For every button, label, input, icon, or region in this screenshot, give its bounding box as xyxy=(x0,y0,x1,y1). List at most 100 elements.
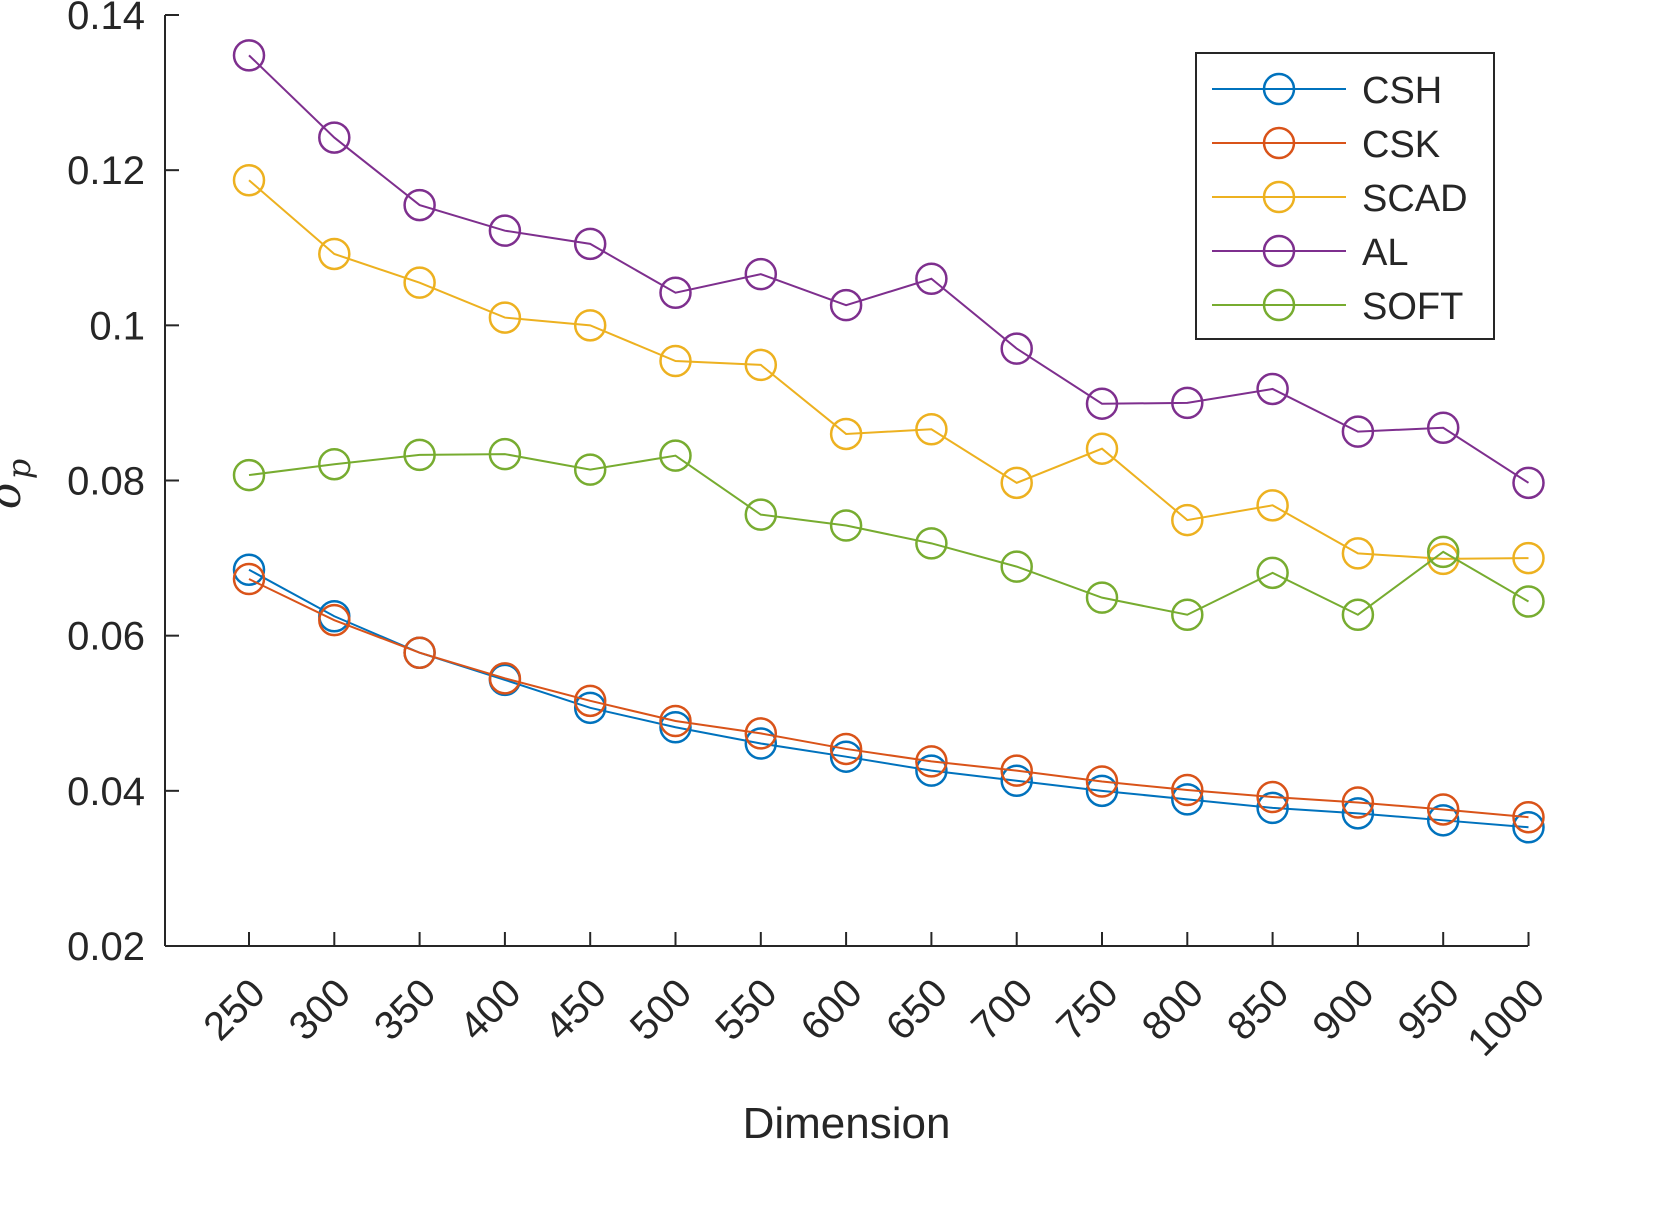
series-csk-point xyxy=(232,562,266,596)
series-soft-point xyxy=(915,527,948,560)
series-al-point xyxy=(573,227,607,261)
series-csk-point xyxy=(403,636,436,669)
x-tick-label: 900 xyxy=(1304,971,1382,1049)
y-axis-title: σp xyxy=(0,459,38,510)
series-soft-point xyxy=(403,438,436,472)
series-al-point xyxy=(1000,332,1033,365)
series-csh xyxy=(232,553,1545,844)
series-csh-point xyxy=(1171,783,1204,816)
series-soft-point xyxy=(744,498,778,531)
x-tick-label: 550 xyxy=(707,971,785,1049)
x-tick-label: 400 xyxy=(451,971,529,1049)
series-csk-point xyxy=(915,745,948,778)
series-soft xyxy=(232,437,1545,631)
x-tick-label: 800 xyxy=(1134,971,1212,1049)
series-scad-point xyxy=(232,164,266,197)
series-csk-point xyxy=(744,717,778,750)
legend-item-scad: SCAD xyxy=(1212,178,1468,220)
y-ticks: 0.02 0.04 0.06 0.08 0.1 0.12 0.14 xyxy=(67,0,179,969)
series-csk-point xyxy=(488,662,522,695)
series-csk-point xyxy=(1426,793,1460,826)
series-al-point xyxy=(1512,466,1545,500)
series-soft-point xyxy=(1256,556,1289,590)
series-al-point xyxy=(659,276,692,309)
series-csk-point xyxy=(318,603,351,637)
legend: CSH CSK SCAD AL SOFT xyxy=(1195,52,1495,340)
x-tick-label: 700 xyxy=(963,971,1041,1049)
legend-marker-al xyxy=(1262,234,1296,268)
series-csh-point xyxy=(1256,791,1289,825)
series-al-point xyxy=(488,214,522,247)
series-scad-point xyxy=(1426,542,1460,576)
series-scad-line xyxy=(248,179,1529,560)
y-tick-label: 0.04 xyxy=(67,770,145,814)
series-csh-point xyxy=(1512,811,1545,844)
series-scad-point xyxy=(1000,466,1033,500)
series-csh-point xyxy=(915,754,948,787)
series-al-point xyxy=(1256,372,1289,406)
series-soft-point xyxy=(488,437,522,471)
series-csk-line xyxy=(248,578,1529,819)
series-soft-point xyxy=(829,509,863,542)
series-csh-point xyxy=(744,727,778,760)
legend-label-csh: CSH xyxy=(1362,70,1442,112)
legend-marker-scad xyxy=(1262,180,1296,214)
series-csk-point xyxy=(659,704,692,738)
series-soft-point xyxy=(318,447,351,481)
series-scad-point xyxy=(403,266,436,299)
series-csh-point xyxy=(1000,764,1033,797)
legend-label-al: AL xyxy=(1362,232,1408,274)
legend-label-csk: CSK xyxy=(1362,124,1440,166)
series-scad-point xyxy=(1171,503,1204,537)
series-scad-point xyxy=(318,237,351,271)
series-scad-point xyxy=(1256,489,1289,522)
series-csh-point xyxy=(1426,804,1460,837)
series-layer xyxy=(232,39,1545,844)
series-al-point xyxy=(1341,415,1375,448)
series-csh-line xyxy=(248,568,1529,829)
series-al-point xyxy=(1085,387,1119,420)
series-scad-point xyxy=(659,344,692,378)
series-al-point xyxy=(1426,411,1460,444)
y-tick-label: 0.02 xyxy=(67,925,145,969)
legend-item-csk: CSK xyxy=(1212,124,1440,166)
series-csh-point xyxy=(829,740,863,773)
series-csk-point xyxy=(573,684,607,718)
series-csk-point xyxy=(1000,754,1033,787)
series-scad-point xyxy=(488,301,522,334)
series-scad-point xyxy=(744,348,778,382)
series-scad-point xyxy=(1512,541,1545,575)
series-soft-line xyxy=(248,453,1530,616)
series-csk-point xyxy=(1171,773,1204,807)
y-tick-label: 0.12 xyxy=(67,149,145,193)
series-al-point xyxy=(403,188,436,222)
series-scad-point xyxy=(1085,432,1119,465)
y-tick-label: 0.1 xyxy=(89,304,145,348)
series-soft-point xyxy=(1426,535,1460,569)
x-axis-title: Dimension xyxy=(743,1099,951,1148)
legend-item-csh: CSH xyxy=(1212,70,1442,112)
series-scad-point xyxy=(915,413,948,446)
x-tick-label: 250 xyxy=(195,971,273,1049)
series-soft-point xyxy=(1171,598,1204,631)
series-csh-point xyxy=(573,691,607,725)
series-al xyxy=(232,39,1545,500)
series-al-point xyxy=(232,39,266,72)
series-scad-point xyxy=(1341,537,1375,570)
series-al-point xyxy=(915,262,948,296)
series-csk-point xyxy=(1085,765,1119,798)
series-csk-point xyxy=(1341,786,1375,819)
x-tick-label: 850 xyxy=(1219,971,1297,1049)
series-scad-point xyxy=(573,309,607,342)
y-tick-label: 0.14 xyxy=(67,0,145,38)
series-csk-point xyxy=(1256,780,1289,814)
y-axis-title-subscript: p xyxy=(0,459,38,479)
series-al-line xyxy=(248,54,1530,484)
series-soft-point xyxy=(232,458,266,492)
legend-marker-csk xyxy=(1262,126,1296,160)
legend-item-al: AL xyxy=(1212,232,1408,274)
x-tick-label: 1000 xyxy=(1459,971,1553,1065)
y-tick-label: 0.08 xyxy=(67,460,145,504)
x-tick-label: 600 xyxy=(793,971,871,1049)
